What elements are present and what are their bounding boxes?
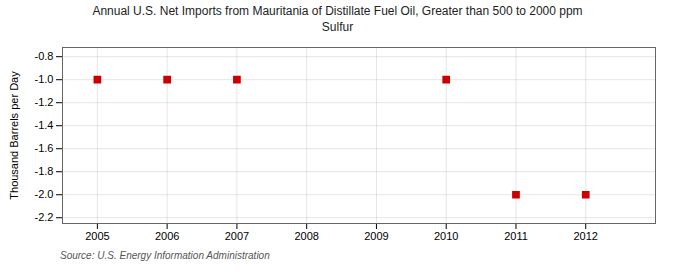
svg-text:-1.2: -1.2 — [35, 96, 54, 108]
svg-text:2011: 2011 — [504, 230, 528, 242]
html-text:Annual U.S. Net Imports from M: Annual U.S. Net Imports from Mauritania … — [92, 4, 583, 34]
svg-text:-1.4: -1.4 — [35, 119, 54, 131]
html-text:Source: U.S. Energy Informatio: Source: U.S. Energy Information Administ… — [60, 250, 270, 262]
svg-text:2007: 2007 — [225, 230, 249, 242]
svg-text:2012: 2012 — [573, 230, 597, 242]
svg-text:2010: 2010 — [434, 230, 458, 242]
svg-text:-1.8: -1.8 — [35, 165, 54, 177]
svg-text:Thousand Barrels per Day: Thousand Barrels per Day — [8, 71, 20, 200]
svg-text:-0.8: -0.8 — [35, 50, 54, 62]
svg-text:-1.6: -1.6 — [35, 142, 54, 154]
svg-text:-2.0: -2.0 — [35, 188, 54, 200]
svg-text:2009: 2009 — [364, 230, 388, 242]
svg-text:-1.0: -1.0 — [35, 73, 54, 85]
svg-text:2005: 2005 — [85, 230, 109, 242]
svg-text:2008: 2008 — [294, 230, 318, 242]
svg-text:-2.2: -2.2 — [35, 211, 54, 223]
svg-text:2006: 2006 — [155, 230, 179, 242]
